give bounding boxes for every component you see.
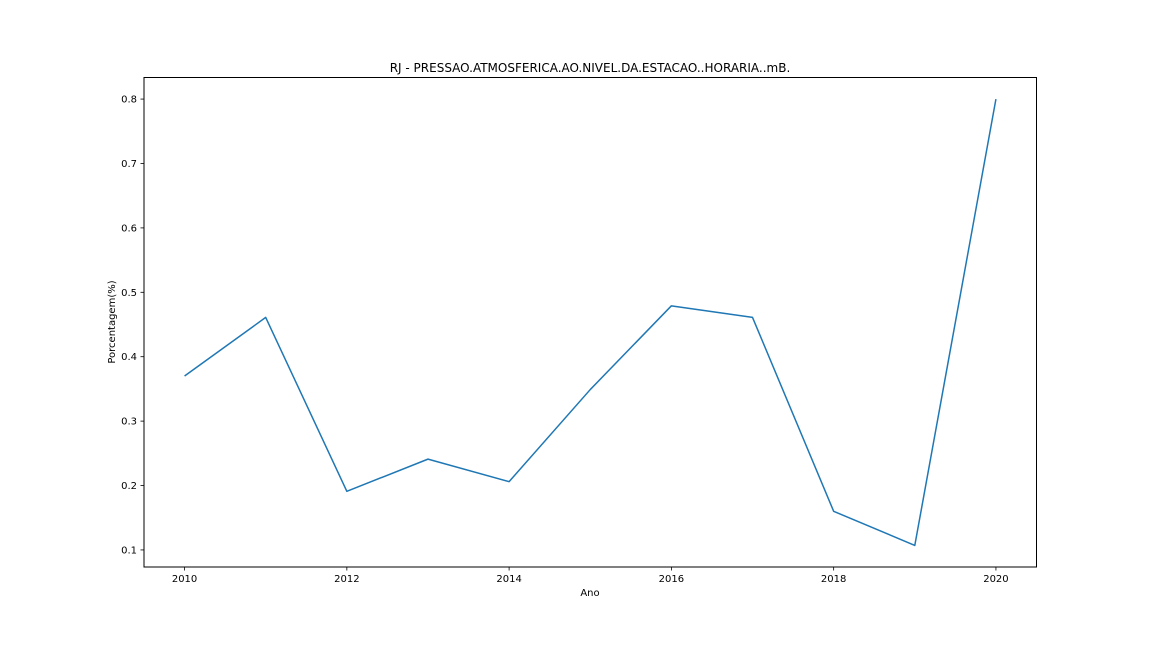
x-axis-label: Ano [580,588,599,599]
y-tick-label: 0.7 [121,159,137,170]
y-tick-label: 0.8 [121,95,137,106]
plot-area-frame [143,77,1037,568]
chart-title: RJ - PRESSAO.ATMOSFERICA.AO.NIVEL.DA.EST… [390,61,791,75]
x-tick-label: 2014 [496,574,521,585]
x-tick-label: 2016 [659,574,684,585]
y-tick-label: 0.1 [121,545,137,556]
x-tick-label: 2012 [334,574,359,585]
y-tick-label: 0.5 [121,288,137,299]
y-tick-label: 0.6 [121,223,137,234]
y-tick-label: 0.3 [121,417,137,428]
x-axis: 2010 2012 2014 2016 2018 2020 [172,567,1009,585]
y-axis-label: Porcentagem(%) [107,280,118,363]
x-tick-label: 2018 [821,574,846,585]
x-tick-label: 2010 [172,574,197,585]
series-line [184,98,997,547]
y-axis: 0.1 0.2 0.3 0.4 0.5 0.6 0.7 0.8 [121,95,144,556]
y-tick-label: 0.4 [121,352,137,363]
y-tick-label: 0.2 [121,481,137,492]
x-tick-label: 2020 [983,574,1008,585]
